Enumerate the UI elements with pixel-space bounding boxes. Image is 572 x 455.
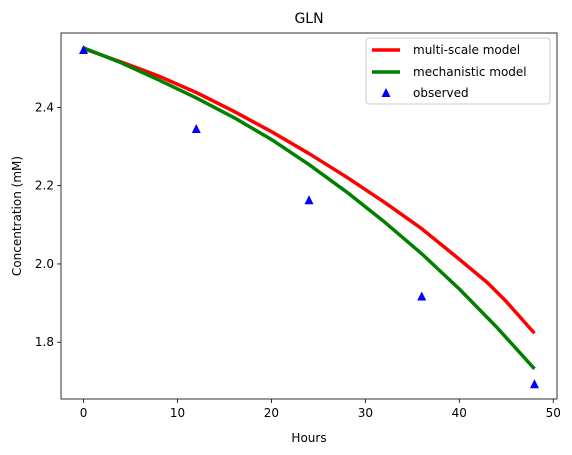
axes-frame — [60, 32, 558, 400]
legend-box — [365, 37, 551, 105]
y-tick-label: 2.0 — [35, 257, 54, 271]
observed-point — [417, 291, 427, 301]
observed-point — [304, 195, 314, 205]
x-tick-label: 0 — [80, 406, 88, 420]
legend-swatch-observed — [381, 88, 391, 97]
legend: multi-scale model mechanistic model obse… — [365, 37, 551, 105]
legend-label-observed: observed — [413, 86, 469, 100]
y-tick-label: 1.8 — [35, 335, 54, 349]
plot-area — [79, 44, 539, 389]
series-line-mechanistic-model — [82, 46, 536, 371]
x-tick-label: 40 — [452, 406, 467, 420]
chart-title: GLN — [294, 11, 323, 27]
y-axis-title: Concentration (mM) — [10, 156, 24, 276]
observed-point — [529, 379, 539, 389]
axis-ticks: 0 10 20 30 40 50 1.8 2.0 2.2 2.4 — [35, 100, 561, 420]
x-tick-label: 50 — [546, 406, 561, 420]
series-line-multi-scale-model — [82, 47, 536, 335]
observed-point — [191, 124, 201, 134]
x-axis-title: Hours — [291, 431, 326, 445]
x-tick-label: 10 — [170, 406, 185, 420]
x-tick-label: 20 — [264, 406, 279, 420]
legend-label-mechanistic: mechanistic model — [413, 65, 527, 79]
y-tick-label: 2.4 — [35, 100, 54, 114]
legend-label-multi-scale: multi-scale model — [413, 43, 520, 57]
x-tick-label: 30 — [358, 406, 373, 420]
y-tick-label: 2.2 — [35, 179, 54, 193]
observed-point — [79, 44, 89, 54]
